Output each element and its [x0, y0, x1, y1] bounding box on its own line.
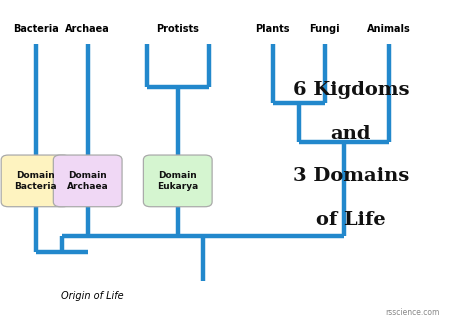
FancyBboxPatch shape — [54, 155, 122, 207]
Text: Protists: Protists — [156, 24, 199, 34]
Text: Domain
Archaea: Domain Archaea — [67, 171, 109, 191]
FancyBboxPatch shape — [1, 155, 70, 207]
Text: and: and — [330, 125, 371, 143]
Text: Domain
Bacteria: Domain Bacteria — [14, 171, 57, 191]
Text: rsscience.com: rsscience.com — [385, 307, 439, 317]
Text: 6 Kigdoms: 6 Kigdoms — [292, 81, 409, 99]
Text: Animals: Animals — [367, 24, 410, 34]
Text: Domain
Eukarya: Domain Eukarya — [157, 171, 199, 191]
Text: Archaea: Archaea — [65, 24, 110, 34]
Text: 3 Domains: 3 Domains — [292, 167, 409, 185]
FancyBboxPatch shape — [143, 155, 212, 207]
Text: of Life: of Life — [316, 211, 385, 229]
Text: Plants: Plants — [255, 24, 290, 34]
Text: Fungi: Fungi — [310, 24, 340, 34]
Text: Origin of Life: Origin of Life — [61, 291, 124, 300]
Text: Bacteria: Bacteria — [13, 24, 58, 34]
